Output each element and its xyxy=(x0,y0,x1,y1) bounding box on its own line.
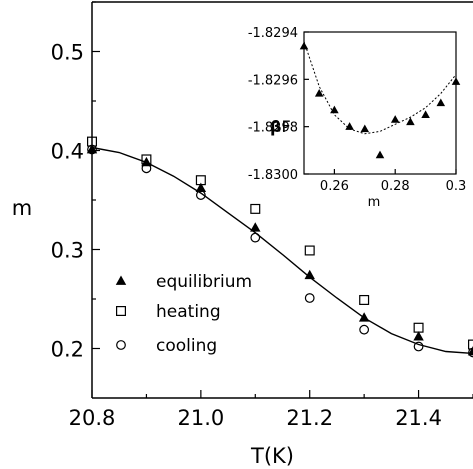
cooling-point xyxy=(304,293,315,303)
equilibrium-point xyxy=(86,144,98,154)
inset-point xyxy=(451,77,461,85)
inset-point xyxy=(360,124,370,133)
heating-point xyxy=(413,322,424,333)
inset-point xyxy=(406,117,415,126)
x-tick-label: 21.4 xyxy=(395,406,442,430)
cooling-legend-marker xyxy=(116,340,126,350)
inset-x-axis-label: m xyxy=(368,195,381,210)
cooling-point xyxy=(413,341,424,352)
inset-point xyxy=(375,150,385,159)
y-tick-label: 0.4 xyxy=(51,140,84,164)
y-tick-label: 0.2 xyxy=(51,338,84,362)
inset-y-tick-label: -1.8296 xyxy=(248,73,298,88)
inset-y-axis-label: βF xyxy=(270,117,291,136)
inset-y-tick-label: -1.8294 xyxy=(248,26,298,41)
x-tick-label: 21.0 xyxy=(177,406,224,430)
equilibrium-point xyxy=(250,222,261,232)
inset-x-tick-label: 0.28 xyxy=(381,179,410,194)
inset-y-tick-label: -1.8300 xyxy=(248,168,298,183)
equilibrium-point xyxy=(141,156,152,167)
fit-curve-line xyxy=(91,146,473,355)
main-plot: 20.8 21.0 21.2 21.4 0.2 0.3 0.4 0.5 T(K) m equilib… xyxy=(12,1,473,468)
inset-frame xyxy=(303,31,457,175)
inset-plot: 0.26 0.28 0.3 -1.8294 -1.8296 -1.8298 -1.8300 m… xyxy=(248,26,467,210)
inset-point xyxy=(314,89,324,97)
inset-y-tick-label: -1.8298 xyxy=(248,121,298,136)
equilibrium-point xyxy=(358,312,370,322)
x-axis-label: T(K) xyxy=(250,444,294,468)
y-tick-label: 0.5 xyxy=(51,41,84,65)
inset-point xyxy=(330,105,339,114)
equilibrium-point xyxy=(304,269,315,280)
equilibrium-legend-marker xyxy=(115,275,127,285)
inset-point xyxy=(299,41,309,50)
legend-label-equilibrium: equilibrium xyxy=(156,272,252,292)
inset-point xyxy=(421,110,430,118)
legend-label-heating: heating xyxy=(156,302,221,322)
inset-y-axis-label-f: F xyxy=(281,117,290,136)
equilibrium-point xyxy=(413,331,424,341)
heating-point xyxy=(359,294,370,305)
equilibrium-point xyxy=(467,345,473,356)
y-tick-label: 0.3 xyxy=(51,239,84,263)
heating-point xyxy=(250,203,261,214)
equilibrium-point xyxy=(195,182,207,192)
inset-y-axis-label-beta: β xyxy=(270,117,281,136)
cooling-point xyxy=(250,232,261,243)
x-tick-label: 21.2 xyxy=(286,406,333,430)
x-tick-label: 20.8 xyxy=(69,406,116,430)
inset-x-tick-label: 0.26 xyxy=(320,179,349,194)
heating-point xyxy=(304,245,315,256)
inset-x-tick-label: 0.3 xyxy=(446,179,467,194)
inset-point xyxy=(345,122,354,130)
inset-point xyxy=(390,115,400,123)
heating-point xyxy=(468,339,473,350)
legend-label-cooling: cooling xyxy=(156,336,217,356)
y-axis-label: m xyxy=(12,196,32,220)
cooling-point xyxy=(359,324,370,335)
inset-point xyxy=(436,98,446,107)
inset-fit-line xyxy=(303,41,457,135)
heating-legend-marker xyxy=(115,306,126,317)
